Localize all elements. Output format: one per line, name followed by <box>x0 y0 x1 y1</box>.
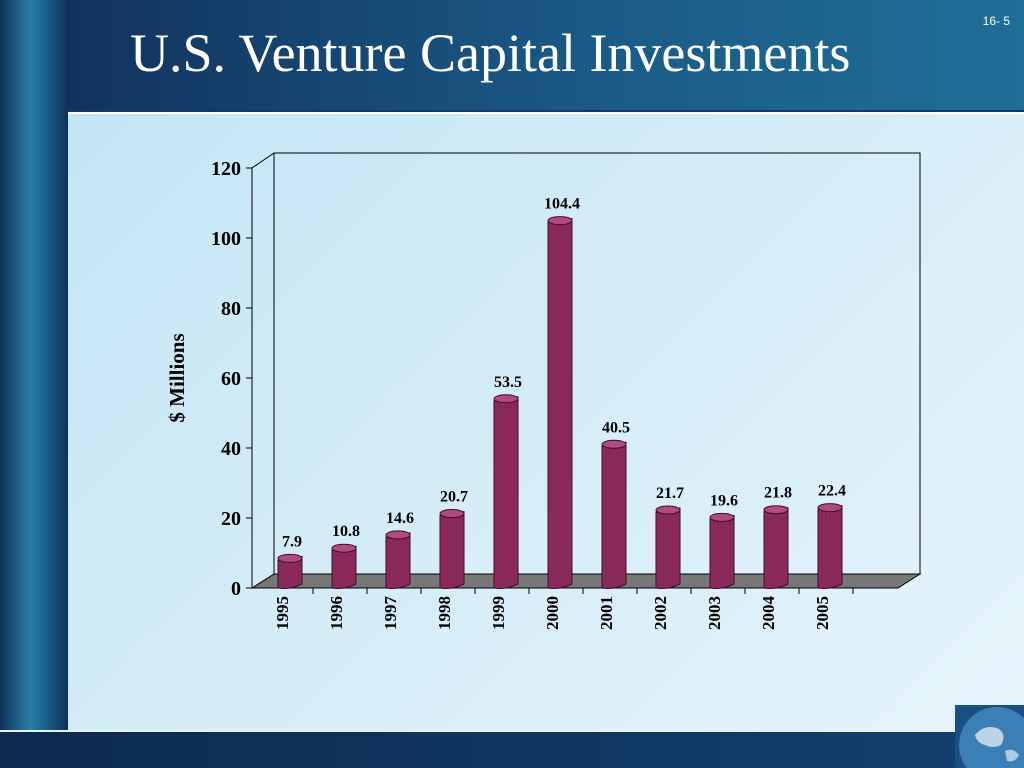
bar <box>601 439 627 589</box>
x-axis-ticks: 1995 1996 1997 1998 1999 2000 2001 2002 2003 2004… <box>273 588 854 631</box>
data-label: 20.7 <box>440 489 468 506</box>
bar <box>331 543 357 589</box>
y-tick-label: 100 <box>211 228 241 250</box>
footer-band <box>0 730 1024 768</box>
bottom-rule <box>0 730 1024 732</box>
x-tick-label: 2002 <box>651 596 670 630</box>
y-axis-label: $ Millions <box>165 333 189 422</box>
data-label: 7.9 <box>282 533 302 550</box>
y-tick-label: 120 <box>211 158 241 180</box>
bar <box>763 505 789 589</box>
data-label: 21.8 <box>764 485 792 502</box>
x-tick-label: 2004 <box>759 596 778 631</box>
chart-floor <box>250 573 922 589</box>
bar <box>439 509 465 589</box>
data-label: 40.5 <box>602 419 630 436</box>
data-label: 10.8 <box>332 523 360 540</box>
data-label: 21.7 <box>656 485 684 502</box>
bar <box>655 505 681 589</box>
bar <box>547 216 573 589</box>
data-label: 104.4 <box>544 196 580 213</box>
x-tick-label: 1997 <box>381 596 400 631</box>
y-tick-label: 20 <box>221 508 241 530</box>
x-tick-label: 2005 <box>813 596 832 630</box>
x-tick-label: 1996 <box>327 596 346 630</box>
slide-number: 16- 5 <box>982 14 1010 28</box>
y-axis-ticks: 0 20 40 60 80 100 120 <box>211 158 252 600</box>
bar <box>817 503 843 589</box>
left-decorative-bar <box>0 0 68 768</box>
y-tick-label: 80 <box>221 298 241 320</box>
x-tick-label: 1998 <box>435 596 454 630</box>
bars-group: 7.9 10.8 14.6 20.7 53.5 104.4 40.5 21.7 19.6 21.8… <box>277 196 846 589</box>
bar <box>709 512 735 589</box>
content-panel <box>68 112 1024 732</box>
slide-title: U.S. Venture Capital Investments <box>130 23 851 83</box>
header-band <box>68 0 1024 110</box>
x-tick-label: 1999 <box>489 596 508 630</box>
y-axis-depth-line <box>251 152 275 169</box>
x-tick-label: 2003 <box>705 596 724 630</box>
y-tick-label: 60 <box>221 368 241 390</box>
data-label: 19.6 <box>710 492 738 509</box>
y-tick-label: 40 <box>221 438 241 460</box>
data-label: 22.4 <box>818 483 846 500</box>
data-label: 53.5 <box>494 374 522 391</box>
x-tick-label: 2000 <box>543 596 562 630</box>
y-tick-label: 0 <box>231 578 241 600</box>
x-tick-label: 2001 <box>597 596 616 630</box>
data-label: 14.6 <box>386 510 414 527</box>
globe-logo <box>955 705 1024 768</box>
x-tick-label: 1995 <box>273 596 292 630</box>
bar <box>277 553 303 589</box>
bar <box>385 530 411 589</box>
bar <box>493 394 519 589</box>
